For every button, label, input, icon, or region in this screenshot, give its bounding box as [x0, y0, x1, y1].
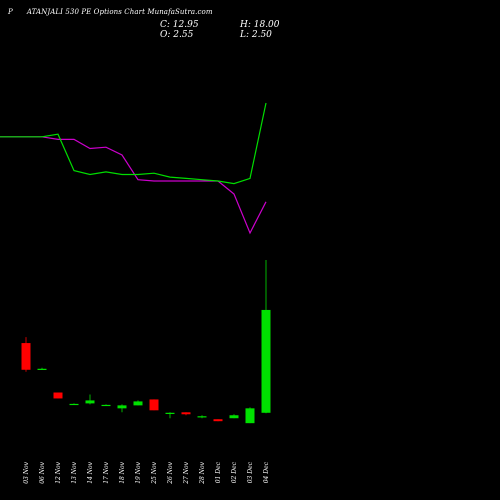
title-symbol: ATANJALI 530 PE Options Chart MunafaSutr…	[26, 8, 213, 16]
candle-body	[117, 405, 127, 409]
candle-17-nov	[101, 404, 111, 407]
x-tick-label: 02 Dec	[231, 461, 238, 483]
x-tick-label: 04 Dec	[263, 461, 270, 483]
high-readout: H: 18.00	[240, 20, 280, 30]
ma-fast-line	[0, 102, 267, 185]
candle-14-nov	[85, 394, 95, 405]
candle-body	[133, 401, 143, 406]
ma-slow-line	[0, 136, 267, 235]
x-tick-label: 13 Nov	[71, 461, 78, 483]
x-tick-label: 19 Nov	[135, 461, 142, 483]
candle-03-dec	[245, 407, 255, 424]
candle-body	[261, 309, 271, 413]
x-tick-label: 25 Nov	[151, 461, 158, 484]
open-readout: O: 2.55	[160, 30, 194, 40]
candle-layer	[21, 260, 271, 424]
candle-12-nov	[53, 392, 63, 399]
x-tick-label: 27 Nov	[183, 461, 190, 484]
low-readout: L: 2.50	[240, 30, 272, 40]
candle-body	[245, 408, 255, 424]
candle-18-nov	[117, 404, 127, 413]
x-tick-label: 01 Dec	[215, 461, 222, 483]
candle-19-nov	[133, 400, 143, 406]
candle-body	[229, 415, 239, 419]
x-tick-label: 17 Nov	[103, 461, 110, 483]
chart-title: P ATANJALI 530 PE Options Chart MunafaSut…	[8, 8, 213, 16]
x-tick-label: 12 Nov	[55, 461, 62, 483]
candle-body	[181, 412, 191, 415]
candle-body	[37, 368, 47, 370]
candle-body	[213, 419, 223, 422]
candle-03-nov	[21, 337, 31, 372]
x-tick-label: 03 Nov	[23, 461, 30, 483]
candle-body	[101, 404, 111, 407]
x-tick-label: 28 Nov	[199, 461, 206, 484]
candle-06-nov	[37, 367, 47, 370]
x-tick-label: 14 Nov	[87, 461, 94, 483]
x-axis: 03 Nov 06 Nov 12 Nov 13 Nov 14 Nov 17 Nov 18 N…	[23, 461, 270, 484]
title-prefix: P	[8, 8, 13, 16]
x-tick-label: 26 Nov	[167, 461, 174, 484]
candle-body	[149, 399, 159, 411]
x-tick-label: 03 Dec	[247, 461, 254, 483]
moving-average-layer	[0, 102, 267, 235]
candle-body	[53, 392, 63, 399]
candle-body	[165, 412, 175, 414]
candle-body	[197, 416, 207, 418]
close-readout: C: 12.95	[160, 20, 199, 30]
candle-28-nov	[197, 415, 207, 419]
x-tick-label: 06 Nov	[39, 461, 46, 483]
candle-04-dec	[261, 260, 271, 414]
candle-13-nov	[69, 403, 79, 406]
x-tick-label: 18 Nov	[119, 461, 126, 483]
candle-body	[21, 343, 31, 370]
candle-26-nov	[165, 412, 175, 419]
candle-25-nov	[149, 399, 159, 411]
candle-body	[85, 400, 95, 404]
candle-02-dec	[229, 414, 239, 419]
candle-27-nov	[181, 412, 191, 416]
candle-01-dec	[213, 419, 223, 422]
candle-body	[69, 403, 79, 406]
